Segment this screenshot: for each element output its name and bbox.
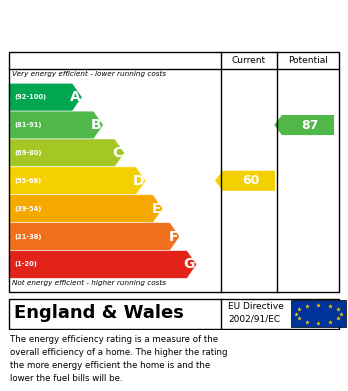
Text: G: G: [184, 257, 195, 271]
Polygon shape: [9, 251, 197, 278]
Text: (1-20): (1-20): [14, 262, 37, 267]
Text: (39-54): (39-54): [14, 206, 41, 212]
Text: EU Directive
2002/91/EC: EU Directive 2002/91/EC: [228, 302, 284, 324]
Polygon shape: [215, 171, 275, 191]
Text: 87: 87: [301, 118, 318, 131]
Text: (81-91): (81-91): [14, 122, 41, 128]
Text: Potential: Potential: [288, 56, 328, 65]
Bar: [291, 300, 346, 327]
Text: B: B: [91, 118, 102, 132]
Polygon shape: [9, 139, 125, 167]
Text: E: E: [152, 202, 161, 216]
Text: 60: 60: [242, 174, 259, 187]
Text: (92-100): (92-100): [14, 94, 46, 100]
Text: F: F: [168, 230, 178, 244]
Text: C: C: [113, 146, 123, 160]
Text: England & Wales: England & Wales: [14, 304, 184, 322]
Polygon shape: [9, 195, 163, 222]
Polygon shape: [9, 83, 82, 111]
Text: D: D: [133, 174, 144, 188]
Text: (55-68): (55-68): [14, 178, 41, 184]
Text: Very energy efficient - lower running costs: Very energy efficient - lower running co…: [12, 71, 166, 77]
Polygon shape: [9, 111, 103, 139]
Text: A: A: [70, 90, 80, 104]
Polygon shape: [274, 115, 334, 135]
Text: The energy efficiency rating is a measure of the
overall efficiency of a home. T: The energy efficiency rating is a measur…: [10, 335, 228, 383]
Text: Energy Efficiency Rating: Energy Efficiency Rating: [69, 16, 279, 31]
Polygon shape: [9, 167, 146, 195]
Text: (69-80): (69-80): [14, 150, 41, 156]
Text: Current: Current: [232, 56, 266, 65]
Polygon shape: [9, 222, 180, 251]
Text: (21-38): (21-38): [14, 233, 41, 240]
Text: Not energy efficient - higher running costs: Not energy efficient - higher running co…: [12, 280, 166, 286]
